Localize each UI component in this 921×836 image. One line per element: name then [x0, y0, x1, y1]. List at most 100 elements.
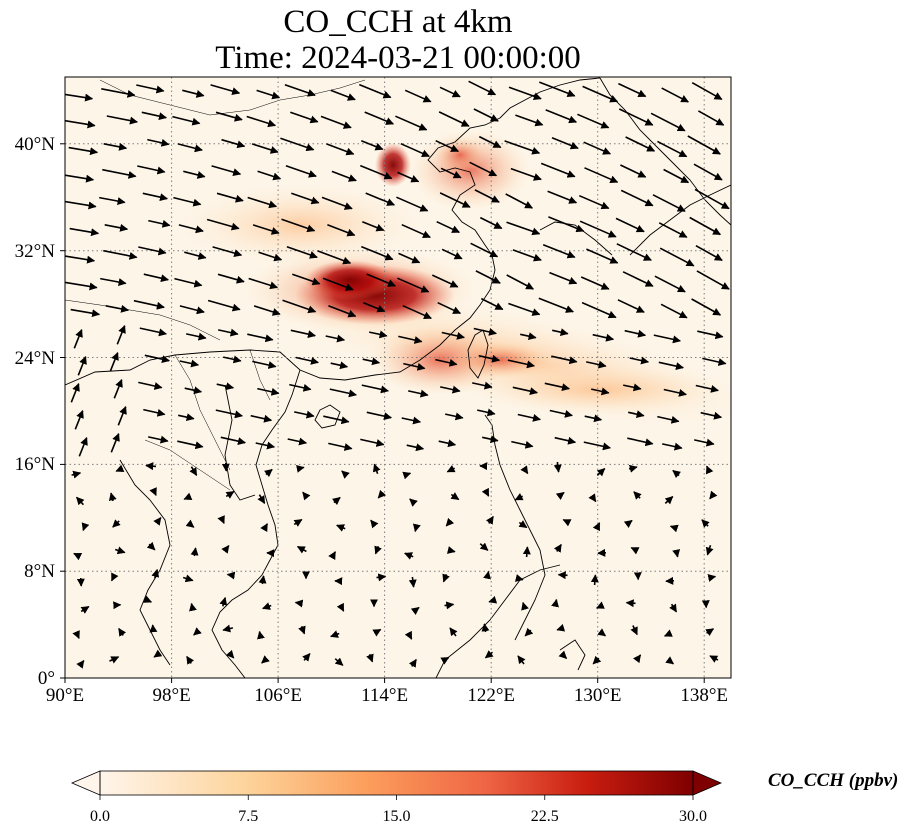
y-axis — [60, 143, 65, 679]
wind-arrow — [184, 386, 203, 395]
wind-arrow — [705, 544, 714, 556]
plot-subtitle: Time: 2024-03-21 00:00:00 — [215, 40, 581, 76]
wind-arrow — [110, 432, 120, 453]
wind-arrow — [442, 573, 450, 583]
wind-arrow — [472, 381, 493, 390]
wind-arrow — [473, 327, 497, 336]
wind-arrow — [658, 361, 684, 371]
wind-arrow — [620, 189, 654, 207]
wind-arrow — [71, 470, 82, 479]
wind-arrow — [482, 435, 499, 444]
wind-arrow — [581, 301, 617, 319]
wind-arrow — [591, 387, 610, 396]
wind-arrow — [365, 192, 396, 206]
wind-arrow — [104, 223, 129, 232]
wind-arrow — [583, 441, 611, 451]
wind-arrow — [624, 329, 647, 338]
wind-arrow — [578, 194, 610, 210]
wind-arrow — [660, 303, 688, 319]
wind-arrow — [618, 108, 654, 126]
wind-arrow — [255, 441, 276, 450]
wind-arrow — [116, 324, 126, 345]
wind-arrow — [580, 276, 610, 290]
wind-arrow — [101, 88, 136, 98]
wind-arrow — [616, 243, 652, 261]
colorbar: 0.0 7.5 15.0 22.5 30.0 — [70, 770, 723, 825]
wind-arrow — [440, 656, 450, 665]
lon-tick-label: 122°E — [467, 685, 515, 706]
wind-arrow — [99, 196, 126, 206]
colorbar-tick-label: 22.5 — [531, 808, 559, 825]
wind-arrow — [291, 192, 320, 205]
wind-arrow — [247, 196, 278, 209]
wind-arrow — [331, 496, 341, 506]
wind-arrow — [695, 384, 719, 393]
wind-arrow — [557, 571, 568, 580]
wind-arrow — [136, 84, 165, 94]
wind-arrow — [139, 327, 167, 337]
wind-arrow — [438, 111, 470, 127]
wind-arrow — [625, 136, 656, 152]
wind-arrow — [179, 305, 205, 315]
wind-arrow — [252, 224, 280, 235]
wind-arrow — [258, 251, 283, 262]
wind-arrow — [372, 463, 381, 474]
wind-arrow — [549, 409, 573, 418]
wind-arrow — [398, 335, 423, 344]
wind-arrow — [520, 465, 529, 475]
wind-arrow — [336, 602, 345, 612]
wind-arrow — [507, 359, 535, 369]
wind-arrow — [105, 304, 130, 313]
wind-arrow — [290, 111, 319, 124]
wind-arrow — [590, 574, 599, 586]
wind-arrow — [376, 573, 387, 582]
wind-arrow — [216, 192, 244, 203]
wind-arrow — [630, 546, 640, 555]
wind-arrow — [478, 354, 501, 363]
wind-arrow — [592, 333, 615, 342]
wind-arrow — [444, 601, 455, 610]
wind-arrow — [247, 333, 274, 343]
wind-arrow — [80, 605, 90, 614]
wind-arrow — [65, 281, 98, 291]
wind-arrow — [629, 356, 650, 365]
wind-arrow — [691, 82, 723, 100]
wind-arrow — [326, 143, 355, 156]
wind-arrow — [76, 659, 85, 669]
wind-arrow — [293, 518, 303, 527]
wind-arrow — [707, 574, 717, 582]
wind-arrow — [262, 602, 272, 610]
map-area — [65, 77, 731, 678]
wind-arrow — [477, 408, 496, 417]
wind-arrow — [321, 196, 353, 210]
wind-arrow — [341, 470, 350, 479]
wind-arrow — [558, 650, 568, 659]
wind-arrow — [289, 383, 312, 392]
wind-arrow — [584, 167, 619, 183]
lat-tick-label: 24°N — [15, 348, 56, 369]
wind-arrow — [358, 83, 392, 99]
wind-arrow — [366, 653, 374, 663]
wind-arrow — [469, 161, 498, 177]
x-axis — [64, 678, 705, 683]
wind-arrow — [627, 437, 654, 447]
wind-arrow — [143, 408, 166, 417]
wind-arrow — [285, 165, 317, 178]
wind-arrow — [246, 115, 277, 128]
lat-tick-label: 32°N — [15, 241, 56, 262]
lat-tick-label: 8°N — [24, 561, 55, 582]
wind-arrow — [184, 251, 207, 260]
wind-arrow — [479, 216, 503, 230]
wind-arrow — [336, 524, 346, 532]
wind-arrow — [193, 627, 202, 636]
wind-arrow — [514, 493, 524, 501]
wind-arrow — [555, 491, 565, 501]
wind-arrow — [296, 545, 307, 554]
wind-arrow — [286, 245, 318, 259]
wind-arrow — [436, 220, 461, 234]
wind-arrow — [547, 190, 578, 204]
wind-arrow — [450, 492, 460, 501]
wind-arrow — [250, 414, 273, 423]
wind-arrow — [514, 574, 524, 582]
wind-arrow — [445, 412, 464, 421]
